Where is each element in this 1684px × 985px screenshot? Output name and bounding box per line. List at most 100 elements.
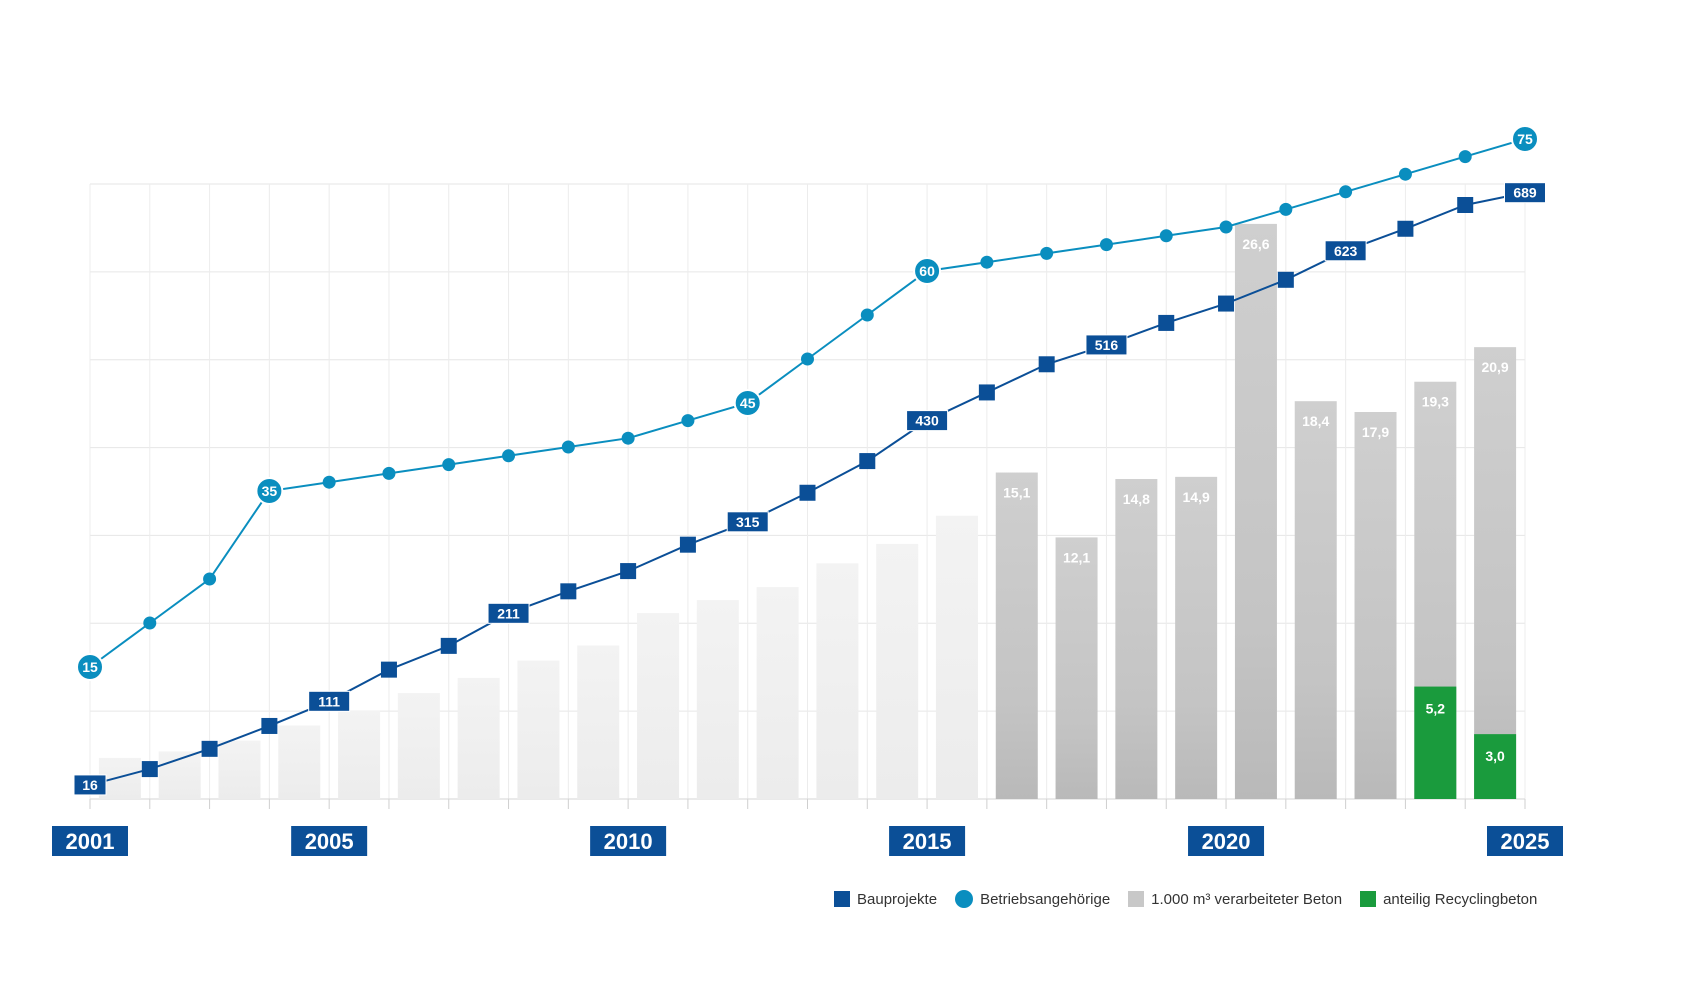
data-point-square bbox=[560, 583, 577, 600]
data-label-circle bbox=[733, 389, 762, 417]
bar-label: 12,1 bbox=[1063, 549, 1090, 565]
bar-label: 14,9 bbox=[1183, 489, 1210, 505]
data-point-square bbox=[1158, 314, 1175, 331]
bar-beton bbox=[1234, 223, 1277, 799]
data-label-circle bbox=[255, 477, 284, 505]
x-tick-label: 2015 bbox=[903, 829, 952, 854]
legend-label: Bauprojekte bbox=[857, 890, 938, 908]
square-marker-icon bbox=[1128, 891, 1145, 907]
data-point-circle bbox=[1458, 150, 1472, 164]
bar-beton bbox=[876, 543, 919, 799]
x-tick-label: 2020 bbox=[1202, 829, 1251, 854]
legend: Bauprojekte Betriebsangehörige 1.000 m³ … bbox=[834, 890, 1537, 908]
bar-label: 26,6 bbox=[1242, 236, 1269, 252]
data-point-square bbox=[201, 740, 218, 757]
data-point-circle bbox=[143, 616, 157, 630]
x-tick-label-box bbox=[1188, 826, 1265, 856]
legend-item-beton: 1.000 m³ verarbeiteter Beton bbox=[1128, 891, 1342, 908]
data-point-square bbox=[1218, 295, 1235, 312]
bar-beton bbox=[1474, 347, 1517, 799]
data-point-circle bbox=[442, 458, 456, 472]
data-label: 430 bbox=[915, 413, 939, 429]
data-point-square bbox=[620, 563, 637, 580]
data-point-circle bbox=[801, 352, 814, 366]
bar-beton bbox=[696, 600, 739, 799]
data-label: 16 bbox=[82, 777, 98, 793]
data-label: 111 bbox=[318, 693, 340, 709]
x-tick-label-box bbox=[291, 826, 368, 856]
data-point-circle bbox=[1339, 185, 1353, 199]
data-point-circle bbox=[1040, 246, 1054, 260]
bar-label: 3,0 bbox=[1485, 748, 1505, 764]
x-tick-label-box bbox=[590, 826, 667, 856]
x-tick-label: 2010 bbox=[604, 829, 653, 854]
bar-beton bbox=[278, 725, 321, 799]
data-label: 211 bbox=[497, 605, 520, 621]
data-point-square bbox=[1397, 220, 1414, 237]
data-point-circle bbox=[203, 572, 217, 586]
data-point-circle bbox=[1219, 220, 1233, 234]
data-point-square bbox=[141, 761, 158, 778]
bar-beton bbox=[218, 740, 261, 799]
data-label: 15 bbox=[82, 659, 98, 675]
bar-recyclingbeton bbox=[1474, 734, 1517, 799]
legend-item-bauprojekte: Bauprojekte bbox=[834, 891, 937, 908]
data-label-box bbox=[1504, 182, 1546, 204]
data-label-box bbox=[73, 774, 107, 796]
bar-beton bbox=[995, 472, 1038, 799]
x-tick-label: 2005 bbox=[305, 829, 354, 854]
data-label: 45 bbox=[740, 395, 756, 411]
data-point-circle bbox=[980, 255, 994, 269]
legend-item-betriebsangehoerige: Betriebsangehörige bbox=[955, 890, 1110, 908]
bar-beton bbox=[1354, 412, 1397, 799]
circle-marker-icon bbox=[955, 890, 974, 908]
data-label: 516 bbox=[1095, 337, 1119, 353]
bar-beton bbox=[1294, 401, 1337, 799]
data-point-circle bbox=[860, 308, 874, 322]
data-point-square bbox=[799, 484, 816, 501]
bar-beton bbox=[457, 677, 500, 799]
data-point-circle bbox=[681, 414, 695, 428]
data-point-circle bbox=[382, 466, 396, 480]
data-label-box bbox=[1085, 334, 1128, 356]
bar-recyclingbeton bbox=[1414, 686, 1457, 799]
bar-label: 18,4 bbox=[1302, 413, 1329, 429]
data-point-square bbox=[1277, 271, 1294, 288]
data-label: 623 bbox=[1334, 243, 1358, 259]
bar-label: 20,9 bbox=[1481, 359, 1508, 375]
legend-item-recyclingbeton: anteilig Recyclingbeton bbox=[1360, 891, 1537, 908]
data-point-square bbox=[380, 661, 397, 678]
data-point-circle bbox=[1279, 202, 1293, 216]
legend-label: anteilig Recyclingbeton bbox=[1383, 890, 1538, 908]
data-point-square bbox=[1038, 356, 1055, 373]
data-label-box bbox=[487, 602, 530, 624]
bar-beton bbox=[1175, 476, 1218, 799]
legend-label: Betriebsangehörige bbox=[980, 890, 1111, 908]
bar-beton bbox=[517, 660, 560, 799]
data-label-box bbox=[906, 410, 949, 432]
bar-label: 14,8 bbox=[1123, 491, 1150, 507]
bar-label: 15,1 bbox=[1003, 485, 1030, 501]
data-point-square bbox=[440, 637, 457, 654]
x-tick-label-box bbox=[52, 826, 128, 856]
bar-beton bbox=[397, 693, 440, 799]
data-label-box bbox=[308, 690, 351, 712]
data-point-square bbox=[978, 384, 995, 401]
data-point-circle bbox=[1398, 167, 1412, 181]
bar-beton bbox=[1055, 537, 1098, 799]
data-label: 75 bbox=[1517, 131, 1533, 147]
bar-label: 19,3 bbox=[1422, 394, 1449, 410]
data-point-square bbox=[679, 536, 696, 553]
data-point-circle bbox=[1159, 229, 1173, 243]
data-label: 60 bbox=[919, 263, 935, 279]
data-label-box bbox=[726, 511, 769, 533]
bar-beton bbox=[577, 645, 620, 799]
x-tick-label-box bbox=[889, 826, 966, 856]
square-marker-icon bbox=[834, 891, 850, 907]
data-point-circle bbox=[561, 440, 575, 454]
data-label: 35 bbox=[262, 483, 278, 499]
data-point-circle bbox=[621, 431, 635, 445]
legend-label: 1.000 m³ verarbeiteter Beton bbox=[1151, 890, 1343, 908]
data-label-circle bbox=[76, 653, 104, 681]
